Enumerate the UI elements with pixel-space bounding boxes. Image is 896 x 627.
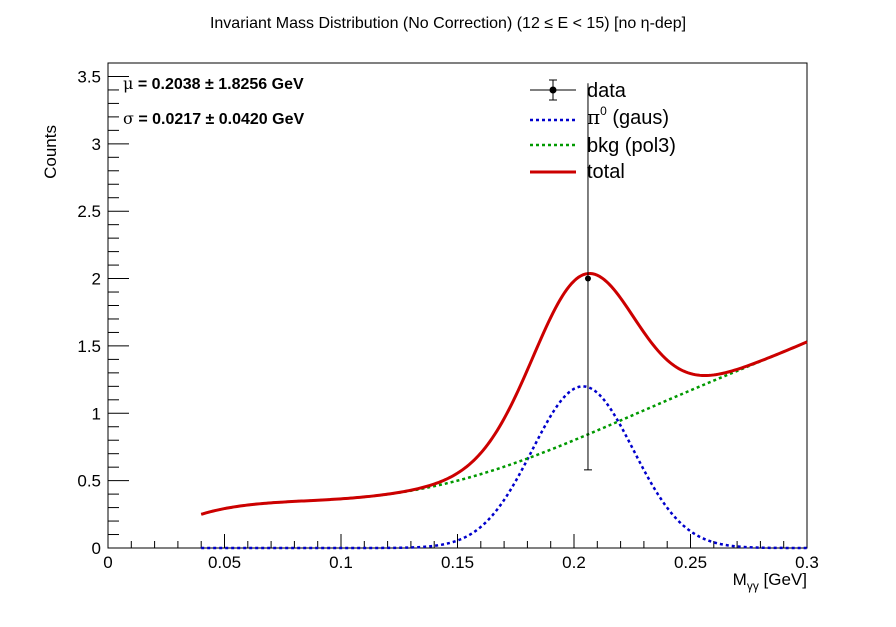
legend: data π0 (gaus) bkg (pol3) total [530,79,676,183]
chart-title: Invariant Mass Distribution (No Correcti… [210,15,686,32]
x-tick-label: 0.05 [208,553,241,572]
plot-frame [107,62,808,549]
legend-item-total: total [530,161,625,183]
legend-label-total: total [587,161,625,183]
legend-signal-pi: π [587,105,600,129]
y-tick-label: 3.5 [77,67,101,86]
x-label-unit: [GeV] [759,570,807,589]
x-tick-label: 0.1 [329,553,353,572]
legend-item-bkg: bkg (pol3) [530,135,676,157]
y-tick-label: 1 [92,404,101,423]
x-tick-label: 0.3 [795,553,819,572]
x-tick-label: 0.25 [674,553,707,572]
legend-item-data: data [530,79,627,102]
mu-annotation: μ = 0.2038 ± 1.8256 GeV [123,74,304,93]
x-label-sub: γγ [747,579,759,593]
legend-signal-sup: 0 [600,104,607,118]
data-points [583,83,592,471]
x-axis-ticks: 0 0.05 0.1 0.15 0.2 0.25 0.3 [103,534,819,572]
mu-symbol: μ [123,74,133,93]
x-tick-label: 0.2 [562,553,586,572]
fit-curves [200,271,808,550]
x-label-main: M [733,570,747,589]
y-tick-label: 2 [92,270,101,289]
y-tick-label: 3 [92,135,101,154]
sigma-annotation: σ = 0.0217 ± 0.0420 GeV [123,109,304,128]
y-tick-label: 1.5 [77,337,101,356]
legend-data-marker-dot [549,86,557,94]
x-tick-label: 0 [103,553,112,572]
y-axis-ticks: 0 0.5 1 1.5 2 2.5 3 3.5 [77,62,129,558]
legend-label-data: data [587,80,627,102]
mu-value: = 0.2038 ± 1.8256 GeV [133,76,304,93]
signal-curve [201,385,807,550]
sigma-value: = 0.0217 ± 0.0420 GeV [134,111,305,128]
y-tick-label: 0 [92,539,101,558]
y-tick-label: 0.5 [77,472,101,491]
legend-signal-suffix: (gaus) [607,107,669,129]
background-curve [200,340,808,516]
x-axis-label: Mγγ [GeV] [733,570,807,593]
data-point [584,275,591,282]
x-tick-label: 0.15 [441,553,474,572]
legend-label-bkg: bkg (pol3) [587,135,676,157]
y-tick-label: 2.5 [77,202,101,221]
legend-label-signal: π0 (gaus) [587,104,669,129]
y-axis-label: Counts [41,125,60,179]
legend-item-signal: π0 (gaus) [530,104,669,129]
sigma-symbol: σ [123,109,134,128]
total-curve [200,271,808,516]
